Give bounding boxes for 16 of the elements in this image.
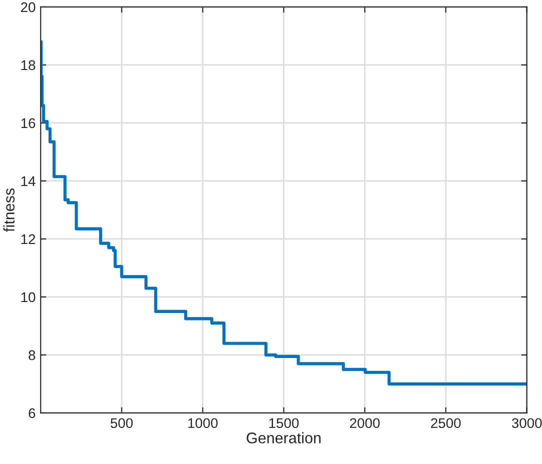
x-tick-label: 1500 [269, 418, 299, 428]
x-axis-title: Generation [246, 432, 321, 444]
y-tick-label: 10 [21, 292, 36, 302]
y-tick-label: 6 [28, 408, 36, 418]
x-tick-label: 2000 [350, 418, 380, 428]
y-axis-title: fitness [3, 188, 15, 232]
y-tick-label: 12 [21, 234, 36, 244]
x-tick-label: 500 [110, 418, 133, 428]
y-tick-label: 16 [21, 118, 36, 128]
y-tick-label: 20 [21, 2, 36, 12]
y-tick-label: 14 [21, 176, 36, 186]
x-tick-label: 3000 [512, 418, 542, 428]
x-tick-label: 1000 [188, 418, 218, 428]
y-tick-label: 8 [28, 350, 36, 360]
y-tick-label: 18 [21, 60, 36, 70]
x-tick-label: 2500 [431, 418, 461, 428]
